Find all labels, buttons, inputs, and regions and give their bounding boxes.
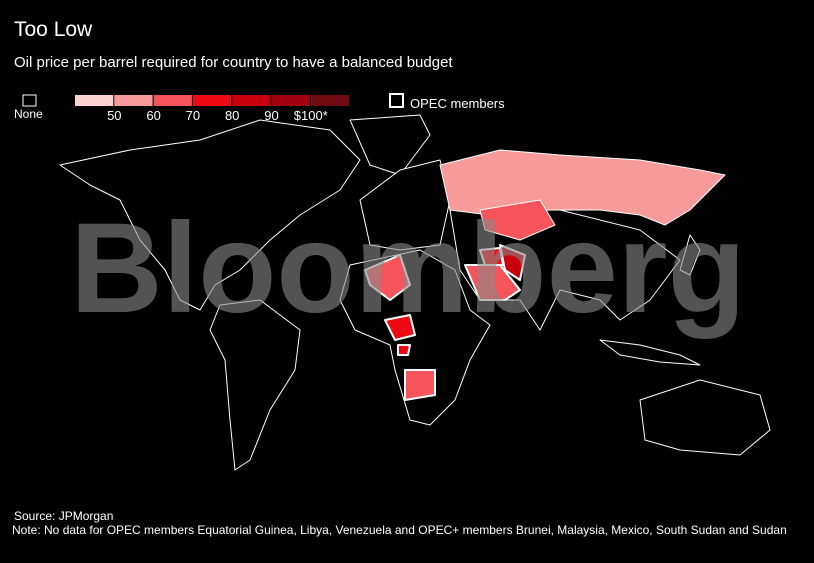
kazakhstan bbox=[479, 199, 556, 241]
legend-tick-label: 50 bbox=[107, 108, 121, 123]
angola bbox=[404, 369, 436, 401]
legend-tick-label: 80 bbox=[225, 108, 239, 123]
legend-tick-label: 90 bbox=[264, 108, 278, 123]
note-box: Note: No data for OPEC members Equatoria… bbox=[12, 523, 787, 537]
legend-swatch bbox=[153, 95, 192, 106]
note: Note: No data for OPEC members Equatoria… bbox=[12, 523, 787, 537]
opec-label: OPEC members bbox=[410, 96, 505, 111]
south-america bbox=[209, 299, 301, 471]
legend-swatch bbox=[232, 95, 271, 106]
algeria bbox=[364, 254, 411, 301]
australia bbox=[639, 379, 771, 456]
iran bbox=[499, 244, 526, 281]
opec-swatch bbox=[389, 93, 404, 108]
legend-swatch bbox=[192, 95, 232, 106]
source: Source: JPMorgan bbox=[14, 509, 113, 523]
legend-swatch bbox=[310, 95, 350, 106]
north-america bbox=[59, 119, 361, 311]
legend-tick-label: $100* bbox=[294, 108, 328, 123]
map bbox=[59, 114, 771, 471]
legend-tick-label: 70 bbox=[186, 108, 200, 123]
nigeria bbox=[384, 314, 416, 341]
europe bbox=[359, 159, 451, 251]
legend-swatch bbox=[75, 95, 114, 106]
none-label: None bbox=[14, 107, 43, 121]
title: Too Low bbox=[14, 18, 93, 41]
legend-tick-label: 60 bbox=[146, 108, 160, 123]
legend-swatch bbox=[114, 95, 153, 106]
legend-swatch bbox=[271, 95, 310, 106]
watermark: Bloomberg bbox=[70, 197, 746, 340]
japan bbox=[679, 234, 701, 276]
indonesia bbox=[599, 339, 701, 366]
none-swatch bbox=[22, 94, 37, 107]
gabon bbox=[397, 344, 411, 356]
subtitle: Oil price per barrel required for countr… bbox=[14, 54, 453, 71]
greenland bbox=[349, 114, 431, 176]
africa bbox=[339, 249, 491, 426]
